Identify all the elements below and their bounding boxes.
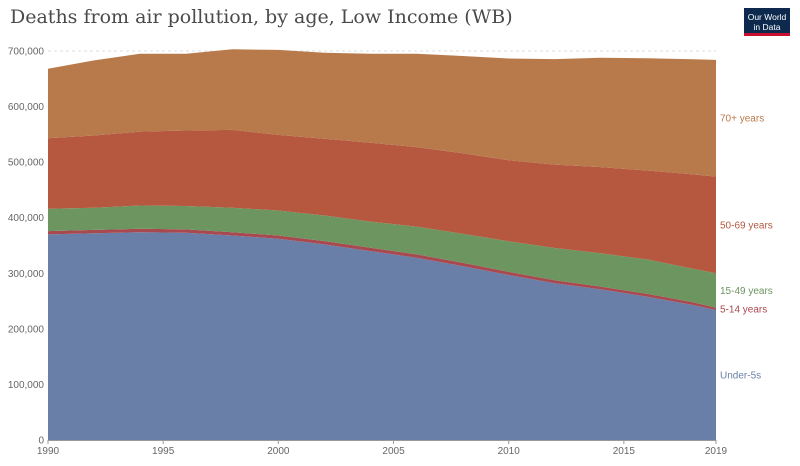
x-tick-label: 2015	[613, 446, 636, 457]
series-label-5-14-years: 5-14 years	[720, 304, 767, 315]
series-label-15-49-years: 15-49 years	[720, 286, 773, 297]
series-label-under-5s: Under-5s	[720, 370, 761, 381]
x-tick-label: 2000	[267, 446, 290, 457]
x-tick-label: 2005	[382, 446, 405, 457]
y-tick-label: 100,000	[8, 380, 45, 391]
area-15-49-years	[48, 205, 716, 308]
y-tick-label: 700,000	[8, 47, 45, 58]
y-tick-label: 300,000	[8, 269, 45, 280]
y-tick-label: 400,000	[8, 213, 45, 224]
x-tick-label: 1990	[37, 446, 60, 457]
owid-logo[interactable]: Our World in Data	[744, 8, 790, 36]
series-label-50-69-years: 50-69 years	[720, 220, 773, 231]
chart-title: Deaths from air pollution, by age, Low I…	[10, 6, 513, 28]
y-tick-label: 500,000	[8, 158, 45, 169]
y-tick-label: 200,000	[8, 324, 45, 335]
y-tick-label: 0	[38, 436, 44, 447]
series-label-70-years: 70+ years	[720, 114, 764, 125]
area-under-5s	[48, 232, 716, 440]
y-tick-label: 600,000	[8, 102, 45, 113]
x-tick-label: 2019	[705, 446, 728, 457]
area-70-years	[48, 49, 716, 177]
logo-line-2: in Data	[753, 22, 781, 32]
logo-line-1: Our World	[747, 12, 787, 22]
area-50-69-years	[48, 129, 716, 274]
x-tick-label: 1995	[152, 446, 175, 457]
x-tick-label: 2010	[498, 446, 521, 457]
